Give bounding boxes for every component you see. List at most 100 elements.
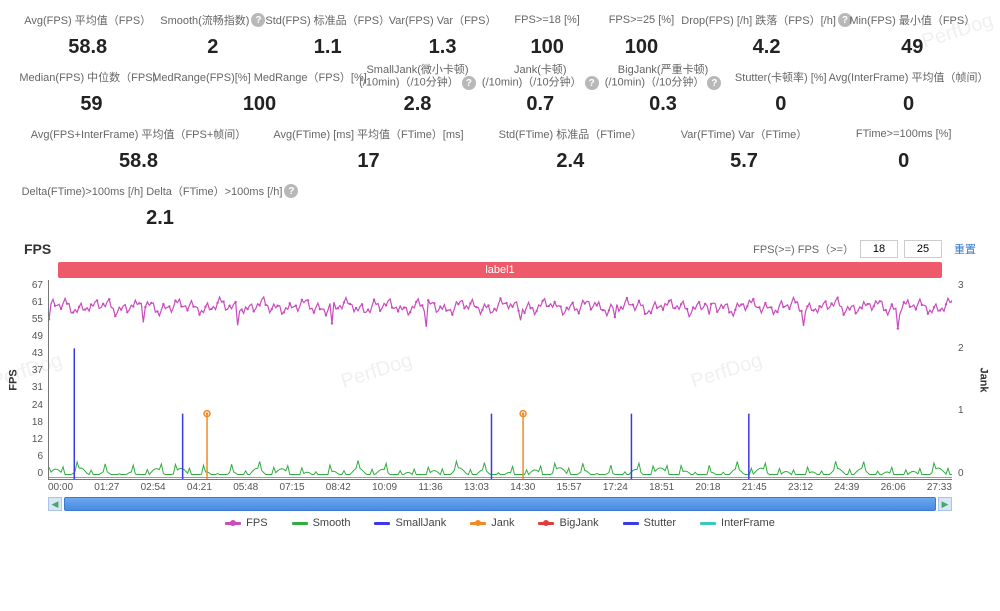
stat-cell: Var(FTime) Var（FTime）5.7: [661, 120, 828, 173]
stat-label: FPS>=25 [%]: [609, 6, 674, 34]
stat-value: 100: [625, 36, 658, 59]
stat-value: 59: [80, 93, 102, 116]
x-tick: 21:45: [742, 482, 767, 493]
legend-item[interactable]: SmallJank: [374, 517, 446, 529]
legend-item[interactable]: Stutter: [623, 517, 676, 529]
y-tick: 24: [13, 400, 43, 411]
x-tick: 13:03: [464, 482, 489, 493]
stat-value: 2: [207, 36, 218, 59]
stat-value: 58.8: [119, 150, 158, 173]
legend-item[interactable]: Smooth: [292, 517, 351, 529]
legend-swatch: [470, 522, 486, 525]
y-tick: 31: [13, 382, 43, 393]
stat-cell: Min(FPS) 最小值（FPS）49: [845, 6, 980, 59]
legend-label: BigJank: [559, 517, 598, 529]
stat-label: FPS>=18 [%]: [514, 6, 579, 34]
legend-swatch: [225, 522, 241, 525]
y-tick: 0: [13, 468, 43, 479]
legend-swatch: [292, 522, 308, 525]
stats-panel: Avg(FPS) 平均值（FPS）58.8Smooth(流畅指数)?2Std(F…: [0, 0, 1000, 236]
stat-cell: Jank(卡顿)(/10min)（/10分钟） ?0.7: [479, 63, 602, 116]
x-tick: 18:51: [649, 482, 674, 493]
stat-label: Avg(FPS+InterFrame) 平均值（FPS+帧间）: [31, 120, 247, 148]
stats-row-2: Median(FPS) 中位数（FPS）59MedRange(FPS)[%] M…: [20, 63, 980, 116]
legend-swatch: [623, 522, 639, 525]
stat-cell: Avg(FPS+InterFrame) 平均值（FPS+帧间）58.8: [20, 120, 257, 173]
legend-label: FPS: [246, 517, 267, 529]
y-tick: 55: [13, 314, 43, 325]
stat-cell: Std(FTime) 标准品（FTime）2.4: [480, 120, 661, 173]
help-icon[interactable]: ?: [462, 76, 476, 90]
stat-cell: Var(FPS) Var（FPS）1.3: [385, 6, 500, 59]
x-tick: 00:00: [48, 482, 73, 493]
x-tick: 05:48: [233, 482, 258, 493]
x-tick: 14:30: [510, 482, 535, 493]
stat-cell: Median(FPS) 中位数（FPS）59: [20, 63, 163, 116]
scroll-right-button[interactable]: ▶: [938, 497, 952, 511]
help-icon[interactable]: ?: [707, 76, 721, 90]
stat-label: Var(FPS) Var（FPS）: [389, 6, 497, 34]
stat-value: 2.8: [404, 93, 432, 116]
stat-value: 100: [243, 93, 276, 116]
stat-value: 2.1: [146, 207, 174, 230]
y-axis-right-ticks: 3210: [958, 280, 982, 479]
chart-scrollbar[interactable]: ◀ ▶: [48, 497, 952, 511]
stat-label: Avg(FPS) 平均值（FPS）: [24, 6, 151, 34]
reset-link[interactable]: 重置: [954, 241, 976, 257]
stat-value: 5.7: [730, 150, 758, 173]
legend-item[interactable]: InterFrame: [700, 517, 775, 529]
legend-label: Smooth: [313, 517, 351, 529]
help-icon[interactable]: ?: [284, 184, 298, 198]
x-tick: 20:18: [695, 482, 720, 493]
stat-value: 0: [903, 93, 914, 116]
stat-label: MedRange(FPS)[%] MedRange（FPS）[%]: [152, 63, 367, 91]
threshold-input-2[interactable]: [904, 240, 942, 258]
help-icon[interactable]: ?: [585, 76, 599, 90]
legend-swatch: [538, 522, 554, 525]
x-tick: 01:27: [94, 482, 119, 493]
chart-area[interactable]: FPS Jank 6761554943373124181260 3210: [48, 280, 952, 480]
stat-label: Stutter(卡顿率) [%]: [735, 63, 827, 91]
stats-row-1: Avg(FPS) 平均值（FPS）58.8Smooth(流畅指数)?2Std(F…: [20, 6, 980, 59]
stat-label: Avg(FTime) [ms] 平均值（FTime）[ms]: [273, 120, 463, 148]
legend-label: Jank: [491, 517, 514, 529]
stat-value: 4.2: [753, 36, 781, 59]
stat-value: 0: [775, 93, 786, 116]
y-tick: 1: [958, 405, 982, 416]
x-tick: 17:24: [603, 482, 628, 493]
scroll-left-button[interactable]: ◀: [48, 497, 62, 511]
x-tick: 07:15: [279, 482, 304, 493]
stats-row-4: Delta(FTime)>100ms [/h] Delta（FTime）>100…: [20, 177, 980, 230]
stat-value: 0.3: [649, 93, 677, 116]
y-tick: 0: [958, 468, 982, 479]
legend-label: InterFrame: [721, 517, 775, 529]
y-tick: 43: [13, 348, 43, 359]
threshold-input-1[interactable]: [860, 240, 898, 258]
x-tick: 08:42: [326, 482, 351, 493]
legend-item[interactable]: FPS: [225, 517, 267, 529]
y-axis-left-ticks: 6761554943373124181260: [13, 280, 43, 479]
y-tick: 49: [13, 331, 43, 342]
stat-cell: Smooth(流畅指数)?2: [155, 6, 270, 59]
chart-title: FPS: [24, 241, 51, 257]
stat-value: 58.8: [68, 36, 107, 59]
chart-label-banner[interactable]: label1: [58, 262, 942, 278]
stat-cell: SmallJank(微小卡顿)(/10min)（/10分钟） ?2.8: [356, 63, 479, 116]
legend-item[interactable]: BigJank: [538, 517, 598, 529]
x-tick: 24:39: [834, 482, 859, 493]
x-tick: 04:21: [187, 482, 212, 493]
chart-header: FPS FPS(>=) FPS（>=） 重置: [0, 236, 1000, 260]
stat-value: 100: [530, 36, 563, 59]
x-axis-ticks: 00:0001:2702:5404:2105:4807:1508:4210:09…: [48, 482, 952, 493]
legend-label: Stutter: [644, 517, 676, 529]
help-icon[interactable]: ?: [251, 13, 265, 27]
legend-item[interactable]: Jank: [470, 517, 514, 529]
stat-cell: Std(FPS) 标准品（FPS）1.1: [270, 6, 385, 59]
y-tick: 2: [958, 343, 982, 354]
y-tick: 67: [13, 280, 43, 291]
x-tick: 23:12: [788, 482, 813, 493]
stat-label: Std(FTime) 标准品（FTime）: [499, 120, 642, 148]
stats-row-3: Avg(FPS+InterFrame) 平均值（FPS+帧间）58.8Avg(F…: [20, 120, 980, 173]
legend-label: SmallJank: [395, 517, 446, 529]
scroll-track[interactable]: [64, 497, 936, 511]
